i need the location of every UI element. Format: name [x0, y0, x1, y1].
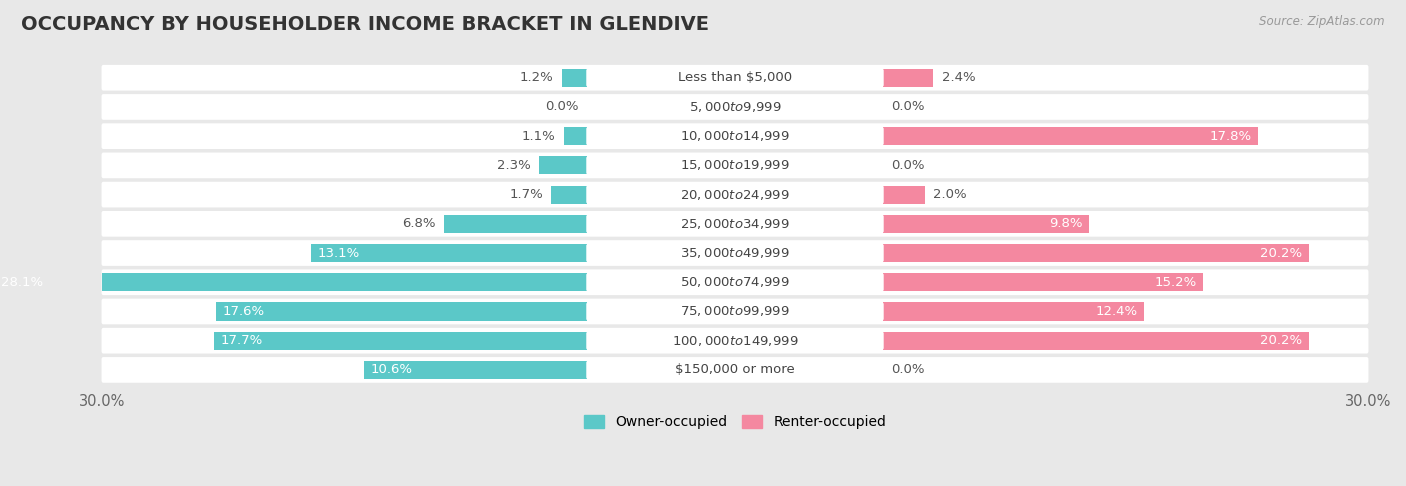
Text: 1.7%: 1.7% — [509, 188, 543, 201]
Legend: Owner-occupied, Renter-occupied: Owner-occupied, Renter-occupied — [578, 410, 891, 435]
Text: $20,000 to $24,999: $20,000 to $24,999 — [681, 188, 790, 202]
Text: 0.0%: 0.0% — [891, 364, 925, 377]
Bar — [444, 215, 588, 233]
Text: $5,000 to $9,999: $5,000 to $9,999 — [689, 100, 782, 114]
FancyBboxPatch shape — [101, 65, 1368, 90]
Text: OCCUPANCY BY HOUSEHOLDER INCOME BRACKET IN GLENDIVE: OCCUPANCY BY HOUSEHOLDER INCOME BRACKET … — [21, 15, 709, 34]
FancyBboxPatch shape — [586, 186, 884, 203]
Bar — [214, 331, 588, 350]
Text: $100,000 to $149,999: $100,000 to $149,999 — [672, 334, 799, 347]
Text: 0.0%: 0.0% — [891, 101, 925, 113]
Text: 0.0%: 0.0% — [891, 159, 925, 172]
Text: 1.2%: 1.2% — [520, 71, 554, 84]
Text: 0.0%: 0.0% — [546, 101, 579, 113]
FancyBboxPatch shape — [101, 240, 1368, 266]
FancyBboxPatch shape — [101, 298, 1368, 324]
FancyBboxPatch shape — [101, 182, 1368, 208]
FancyBboxPatch shape — [101, 94, 1368, 120]
Text: 15.2%: 15.2% — [1154, 276, 1197, 289]
Text: $10,000 to $14,999: $10,000 to $14,999 — [681, 129, 790, 143]
Text: 17.7%: 17.7% — [221, 334, 263, 347]
Text: 6.8%: 6.8% — [402, 217, 436, 230]
Text: $35,000 to $49,999: $35,000 to $49,999 — [681, 246, 790, 260]
FancyBboxPatch shape — [586, 69, 884, 87]
Bar — [883, 127, 1258, 145]
Text: $15,000 to $19,999: $15,000 to $19,999 — [681, 158, 790, 173]
FancyBboxPatch shape — [586, 127, 884, 145]
Text: 10.6%: 10.6% — [370, 364, 412, 377]
Bar — [0, 273, 588, 291]
Text: 17.6%: 17.6% — [222, 305, 264, 318]
Text: 17.8%: 17.8% — [1209, 130, 1251, 143]
FancyBboxPatch shape — [101, 211, 1368, 237]
FancyBboxPatch shape — [101, 328, 1368, 353]
FancyBboxPatch shape — [586, 215, 884, 232]
Bar — [883, 273, 1204, 291]
Text: Less than $5,000: Less than $5,000 — [678, 71, 792, 84]
Bar — [364, 361, 588, 379]
Bar — [551, 186, 588, 204]
FancyBboxPatch shape — [586, 98, 884, 116]
Bar — [883, 215, 1090, 233]
Text: 9.8%: 9.8% — [1049, 217, 1083, 230]
FancyBboxPatch shape — [586, 332, 884, 349]
Text: 20.2%: 20.2% — [1260, 334, 1302, 347]
FancyBboxPatch shape — [586, 244, 884, 262]
Bar — [883, 331, 1309, 350]
Text: 2.4%: 2.4% — [942, 71, 976, 84]
Text: 2.0%: 2.0% — [934, 188, 967, 201]
Text: 13.1%: 13.1% — [318, 246, 360, 260]
Bar — [562, 69, 588, 87]
Text: 20.2%: 20.2% — [1260, 246, 1302, 260]
FancyBboxPatch shape — [586, 303, 884, 320]
Text: 28.1%: 28.1% — [1, 276, 44, 289]
Bar — [883, 302, 1144, 321]
FancyBboxPatch shape — [101, 357, 1368, 383]
FancyBboxPatch shape — [586, 156, 884, 174]
Text: 12.4%: 12.4% — [1095, 305, 1137, 318]
Bar — [883, 244, 1309, 262]
FancyBboxPatch shape — [586, 274, 884, 291]
Bar — [564, 127, 588, 145]
FancyBboxPatch shape — [586, 361, 884, 379]
FancyBboxPatch shape — [101, 123, 1368, 149]
Text: $75,000 to $99,999: $75,000 to $99,999 — [681, 305, 790, 318]
FancyBboxPatch shape — [101, 153, 1368, 178]
Text: Source: ZipAtlas.com: Source: ZipAtlas.com — [1260, 15, 1385, 28]
Text: $150,000 or more: $150,000 or more — [675, 364, 794, 377]
FancyBboxPatch shape — [101, 269, 1368, 295]
Text: $25,000 to $34,999: $25,000 to $34,999 — [681, 217, 790, 231]
Bar — [883, 69, 934, 87]
Bar — [538, 156, 588, 174]
Bar — [311, 244, 588, 262]
Bar — [217, 302, 588, 321]
Text: 1.1%: 1.1% — [522, 130, 555, 143]
Text: $50,000 to $74,999: $50,000 to $74,999 — [681, 275, 790, 289]
Text: 2.3%: 2.3% — [496, 159, 530, 172]
Bar — [883, 186, 925, 204]
